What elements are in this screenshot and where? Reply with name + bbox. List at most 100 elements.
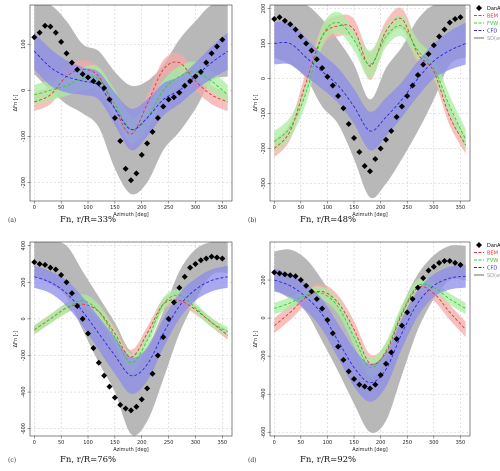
legend-entry-label: SD(avg) band bbox=[487, 273, 500, 279]
danaero-point bbox=[297, 33, 304, 40]
danaero-point bbox=[219, 36, 226, 43]
x-tick-label: 0 bbox=[33, 440, 36, 446]
danaero-point bbox=[281, 271, 288, 278]
danaero-point bbox=[319, 305, 326, 312]
danaero-point bbox=[345, 368, 352, 375]
danaero-point bbox=[436, 33, 443, 40]
danaero-point bbox=[58, 271, 65, 278]
danaero-point bbox=[313, 296, 320, 303]
panel-label: (a) bbox=[8, 217, 16, 224]
x-tick-label: 350 bbox=[456, 205, 466, 211]
danaero-point bbox=[388, 349, 395, 356]
x-tick-label: 300 bbox=[191, 205, 201, 211]
danaero-point bbox=[181, 82, 188, 89]
danaero-point bbox=[324, 316, 331, 323]
danaero-point bbox=[192, 260, 199, 267]
danaero-point bbox=[308, 288, 315, 295]
y-tick-label: -200 bbox=[261, 143, 267, 154]
danaero-point bbox=[74, 303, 81, 310]
danaero-point bbox=[287, 272, 294, 279]
danaero-points bbox=[271, 14, 464, 175]
x-axis-label: Azimuth [deg] bbox=[352, 447, 388, 453]
danaero-point bbox=[203, 59, 210, 66]
danaero-point bbox=[340, 356, 347, 363]
danaero-point bbox=[219, 255, 226, 262]
y-tick-label: 200 bbox=[21, 277, 27, 287]
fvw-line bbox=[274, 22, 467, 142]
danaero-point bbox=[441, 258, 448, 265]
danaero-point bbox=[63, 279, 70, 286]
danaero-point bbox=[90, 345, 97, 352]
bem-band bbox=[274, 278, 466, 375]
y-tick-label: -300 bbox=[261, 178, 267, 189]
y-tick-label: -200 bbox=[261, 350, 267, 361]
danaero-point bbox=[452, 16, 459, 22]
danaero-point bbox=[452, 259, 459, 266]
danaero-point bbox=[144, 140, 151, 147]
x-tick-label: 50 bbox=[298, 440, 304, 446]
legend-danaero-marker bbox=[476, 242, 482, 248]
danaero-point bbox=[95, 359, 102, 366]
fvw-line bbox=[34, 294, 228, 364]
y-tick-label: 100 bbox=[21, 39, 27, 49]
danaero-point bbox=[425, 51, 432, 57]
danaero-point bbox=[170, 94, 177, 101]
danaero-point bbox=[425, 267, 432, 274]
y-tick-label: -600 bbox=[261, 427, 267, 438]
danaero-sd-band bbox=[34, 5, 228, 195]
x-axis-label: Azimuth [deg] bbox=[113, 447, 149, 453]
danaero-point bbox=[303, 40, 310, 47]
danaero-point bbox=[138, 151, 145, 158]
cfd-band bbox=[274, 264, 466, 402]
danaero-point bbox=[106, 383, 113, 390]
danaero-point bbox=[117, 138, 124, 145]
y-tick-label: -400 bbox=[21, 386, 27, 397]
legend-entry-label: FVW bbox=[487, 258, 498, 264]
danaero-point bbox=[154, 114, 161, 121]
danaero-point bbox=[111, 394, 118, 401]
x-tick-label: 150 bbox=[110, 440, 120, 446]
danaero-point bbox=[404, 93, 411, 99]
danaero-point bbox=[351, 135, 358, 141]
danaero-point bbox=[398, 322, 405, 329]
danaero-point bbox=[335, 93, 342, 99]
y-tick-label: -100 bbox=[21, 131, 27, 142]
legend-entry-label: BEM bbox=[487, 250, 498, 256]
x-tick-label: 50 bbox=[58, 440, 64, 446]
danaero-point bbox=[106, 96, 113, 103]
danaero-point bbox=[414, 72, 421, 78]
legend-entry-label: CFD bbox=[487, 265, 497, 271]
danaero-point bbox=[398, 103, 405, 110]
danaero-point bbox=[52, 29, 59, 36]
danaero-point bbox=[128, 177, 134, 184]
danaero-point bbox=[414, 284, 421, 291]
danaero-point bbox=[79, 71, 86, 78]
y-tick-label: 200 bbox=[261, 275, 267, 285]
danaero-point bbox=[276, 270, 283, 277]
danaero-point bbox=[85, 330, 92, 337]
x-tick-label: 0 bbox=[273, 440, 276, 446]
danaero-point bbox=[122, 165, 129, 172]
danaero-point bbox=[154, 352, 161, 359]
danaero-points bbox=[271, 258, 464, 392]
plot-area bbox=[271, 245, 467, 433]
chart-panel-2: 0 50 100 150 200 250 300 350 -300 -200 -100 0 100 200… bbox=[248, 4, 500, 225]
danaero-point bbox=[356, 149, 363, 155]
y-tick-label: 0 bbox=[21, 317, 27, 320]
danaero-point bbox=[101, 85, 108, 92]
legend-danaero-marker bbox=[476, 5, 482, 11]
danaero-point bbox=[308, 47, 315, 54]
danaero-point bbox=[276, 14, 283, 21]
danaero-point bbox=[133, 170, 140, 177]
danaero-point bbox=[192, 73, 199, 80]
danaero-point bbox=[377, 145, 384, 152]
y-axis-label: ΔFn [-] bbox=[253, 95, 259, 112]
danaero-point bbox=[457, 14, 464, 21]
danaero-point bbox=[181, 273, 188, 280]
danaero-point bbox=[165, 315, 172, 322]
x-tick-label: 300 bbox=[191, 440, 201, 446]
danaero-point bbox=[430, 263, 437, 270]
y-axis-label: ΔFn [-] bbox=[13, 331, 19, 348]
